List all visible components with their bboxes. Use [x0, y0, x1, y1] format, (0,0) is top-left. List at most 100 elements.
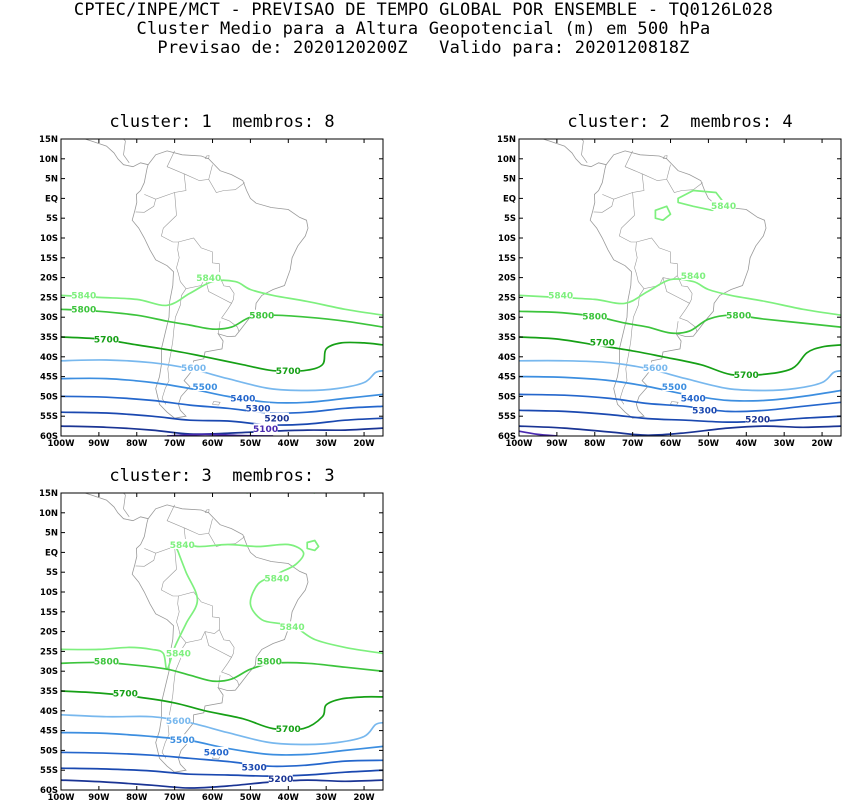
lat-tick-label: 20S: [40, 628, 58, 638]
lat-tick-label: 35S: [40, 687, 58, 697]
lon-tick-label: 90W: [88, 793, 110, 803]
lat-tick-label: 35S: [498, 333, 516, 343]
island: [643, 126, 650, 128]
contour-label-5840: 5840: [264, 574, 289, 584]
lat-tick-label: 5S: [46, 214, 58, 224]
contour-label-bg: [726, 309, 751, 320]
country-border: [634, 237, 678, 290]
contour-label-5400: 5400: [681, 395, 706, 405]
lon-tick-label: 70W: [164, 793, 186, 803]
lat-tick-label: 45S: [498, 373, 516, 383]
contour-label-bg: [692, 404, 717, 415]
contour-label-bg: [170, 538, 195, 549]
contour-label-bg: [745, 413, 770, 424]
panel-3-title: cluster: 3 membros: 3: [109, 466, 335, 486]
country-border: [221, 303, 240, 332]
contour-label-bg: [113, 687, 138, 698]
contour-label-bg: [94, 333, 119, 344]
contour-5300: [519, 409, 841, 423]
contour-label-5700: 5700: [734, 371, 759, 381]
contour-label-5840: 5840: [681, 272, 706, 282]
contour-5200: [61, 425, 383, 436]
contour-label-5200: 5200: [264, 414, 289, 424]
contour-5100: [519, 430, 557, 436]
contour-5700: [519, 336, 841, 377]
lat-tick-label: 25S: [40, 293, 58, 303]
contour-label-5700: 5700: [590, 338, 615, 348]
contour-label-bg: [264, 572, 289, 583]
lat-tick-label: 15N: [497, 135, 516, 145]
lat-tick-label: 50S: [40, 392, 58, 402]
contour-label-5400: 5400: [230, 395, 255, 405]
contour-label-bg: [166, 647, 191, 658]
country-border: [166, 150, 187, 216]
map-layers: 5840 5840 5800 5800 5700 5700 5600 5500 5400 5300…: [519, 126, 841, 436]
country-border: [204, 629, 235, 658]
contour-5700: [61, 336, 383, 373]
island: [204, 509, 210, 513]
country-border: [619, 215, 638, 268]
contour-label-5200: 5200: [268, 775, 293, 785]
lon-tick-label: 90W: [546, 439, 568, 449]
lon-tick-label: 100W: [505, 439, 533, 449]
contour-5400: [61, 751, 383, 768]
lon-tick-label: 50W: [698, 439, 720, 449]
contour-5200: [61, 779, 383, 789]
contour-label-5800: 5800: [71, 306, 96, 316]
contour-label-5600: 5600: [181, 364, 206, 374]
coastline-south-america: [131, 504, 309, 773]
contour-5700: [61, 690, 383, 731]
map-frame: [60, 138, 384, 437]
coastline-caribbean: [61, 139, 130, 164]
lat-tick-label: 5N: [45, 529, 58, 539]
lat-tick-label: EQ: [45, 194, 58, 204]
lon-tick-label: 100W: [47, 793, 75, 803]
country-border: [666, 179, 703, 193]
contour-5840: [61, 279, 383, 317]
contour-label-bg: [734, 369, 759, 380]
lat-tick-label: 30S: [40, 667, 58, 677]
lat-tick-label: 55S: [40, 766, 58, 776]
country-border: [624, 150, 645, 216]
lon-tick-label: 40W: [278, 439, 300, 449]
map-frame: [518, 138, 842, 437]
country-border: [161, 569, 180, 622]
contour-5400: [61, 395, 383, 415]
lat-tick-label: 10S: [40, 588, 58, 598]
coastline-south-america: [131, 150, 309, 419]
lon-tick-label: 30W: [316, 439, 338, 449]
lon-tick-label: 100W: [47, 439, 75, 449]
lat-tick-label: 30S: [40, 313, 58, 323]
lat-tick-label: 15N: [39, 489, 58, 499]
contour-label-bg: [204, 746, 229, 757]
contour-label-5840: 5840: [548, 292, 573, 302]
lat-tick-label: 5N: [503, 175, 516, 185]
contour-label-5400: 5400: [204, 749, 229, 759]
lat-tick-label: 5S: [504, 214, 516, 224]
lat-tick-label: 10N: [39, 155, 58, 165]
lat-tick-label: 10N: [39, 509, 58, 519]
contour-label-5500: 5500: [170, 736, 195, 746]
country-border: [593, 199, 614, 213]
country-border: [183, 164, 213, 181]
lat-tick-label: 15S: [40, 254, 58, 264]
contour-5500: [61, 377, 383, 404]
lon-tick-label: 60W: [202, 793, 224, 803]
contour-label-bg: [268, 773, 293, 784]
coastline-caribbean: [61, 493, 130, 518]
contour-label-bg: [181, 362, 206, 373]
map-panel-2: 5840 5840 5800 5800 5700 5700 5600 5500 5400 5300…: [497, 126, 842, 449]
contour-label-5800: 5800: [249, 312, 274, 322]
coastline-caribbean: [519, 139, 588, 164]
contour-label-bg: [166, 715, 191, 726]
contour-5800: [61, 308, 383, 331]
contour-5840: [246, 493, 315, 494]
map-frame: [60, 492, 384, 791]
contour-label-5700: 5700: [276, 725, 301, 735]
lon-tick-label: 60W: [660, 439, 682, 449]
lat-tick-label: EQ: [45, 548, 58, 558]
lon-tick-label: 30W: [316, 793, 338, 803]
contour-label-5600: 5600: [643, 364, 668, 374]
contour-5300: [61, 767, 383, 777]
contour-label-5700: 5700: [94, 335, 119, 345]
